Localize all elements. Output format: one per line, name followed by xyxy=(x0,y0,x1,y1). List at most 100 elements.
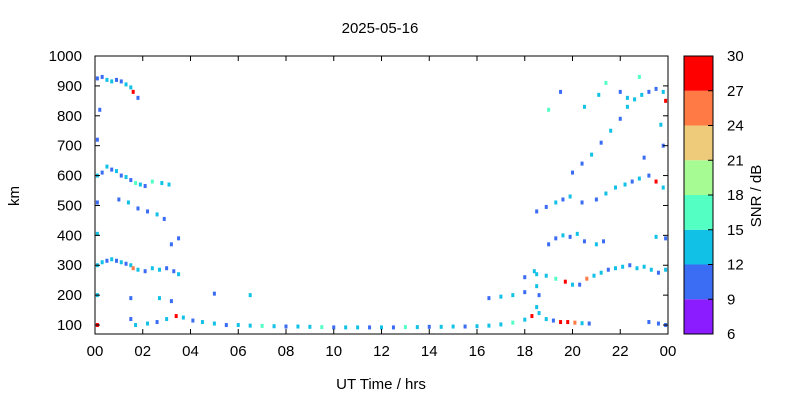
data-point xyxy=(136,95,140,100)
data-point xyxy=(100,170,104,175)
data-point xyxy=(119,173,123,178)
data-point xyxy=(535,272,539,277)
y-tick-label: 900 xyxy=(57,78,82,95)
data-point xyxy=(155,320,159,325)
colorbar-band xyxy=(684,160,713,195)
data-point xyxy=(609,128,613,133)
colorbar-tick-label: 24 xyxy=(727,118,744,135)
data-point xyxy=(129,317,133,322)
data-point xyxy=(613,266,617,271)
data-point xyxy=(537,311,541,316)
colorbar-band xyxy=(684,90,713,126)
x-tick-label: 18 xyxy=(516,343,533,360)
data-point xyxy=(124,261,128,266)
data-point xyxy=(110,167,114,172)
data-point xyxy=(174,314,178,319)
data-point xyxy=(585,276,589,281)
y-axis: 100 200 300 400 500 600 700 800 900 1000 xyxy=(49,48,668,334)
data-point xyxy=(487,323,491,328)
colorbar-tick-label: 30 xyxy=(727,48,744,65)
data-point xyxy=(613,185,617,190)
data-point xyxy=(637,176,641,181)
data-point xyxy=(630,179,634,184)
data-point xyxy=(597,92,601,97)
data-point xyxy=(165,317,169,322)
data-point xyxy=(573,320,577,325)
data-point xyxy=(604,191,608,196)
x-tick-label: 00 xyxy=(660,343,677,360)
data-point xyxy=(664,98,668,103)
data-point xyxy=(117,197,121,202)
data-point xyxy=(530,314,534,319)
data-point xyxy=(105,77,109,82)
data-point xyxy=(618,116,622,121)
data-point xyxy=(157,296,161,301)
data-point xyxy=(571,170,574,175)
data-point xyxy=(129,263,133,268)
data-point xyxy=(146,209,150,214)
data-point xyxy=(637,74,641,79)
plot-area xyxy=(94,55,669,335)
data-point xyxy=(391,325,395,330)
data-point xyxy=(566,320,570,325)
data-point xyxy=(95,231,99,236)
data-point xyxy=(551,318,555,323)
data-point xyxy=(511,320,515,325)
data-point xyxy=(177,236,181,241)
colorbar-tick-label: 18 xyxy=(727,187,744,204)
data-point xyxy=(95,76,99,81)
y-tick-label: 200 xyxy=(57,287,82,304)
data-point xyxy=(621,264,625,269)
x-tick-label: 22 xyxy=(612,343,629,360)
data-point xyxy=(380,325,383,330)
data-point xyxy=(571,282,574,287)
data-point xyxy=(344,325,348,330)
data-point xyxy=(568,194,572,199)
colorbar-band xyxy=(684,229,713,265)
data-point xyxy=(523,275,527,280)
data-point xyxy=(580,321,584,326)
data-point xyxy=(146,321,150,326)
y-tick-label: 300 xyxy=(57,257,82,274)
data-point xyxy=(642,155,646,160)
data-point xyxy=(487,296,491,301)
colorbar-band xyxy=(684,299,713,334)
data-point xyxy=(563,279,567,284)
data-point xyxy=(356,325,360,330)
data-point xyxy=(143,269,147,274)
data-point xyxy=(544,317,548,322)
colorbar-ticks: 6 9 12 15 18 21 24 27 30 xyxy=(708,48,744,343)
data-point xyxy=(590,152,594,157)
data-point xyxy=(439,324,443,329)
data-point xyxy=(594,197,598,202)
data-point xyxy=(475,324,479,329)
colorbar-band xyxy=(684,125,713,161)
y-tick-label: 800 xyxy=(57,108,82,125)
data-point xyxy=(544,204,548,209)
x-axis-label: UT Time / hrs xyxy=(336,376,426,393)
colorbar-tick-label: 12 xyxy=(727,257,744,274)
data-point xyxy=(165,266,169,271)
x-tick-label: 14 xyxy=(421,343,438,360)
data-point xyxy=(582,104,586,109)
data-point xyxy=(451,324,455,329)
data-point xyxy=(95,137,99,142)
data-point xyxy=(649,267,653,272)
data-point xyxy=(654,86,658,91)
data-point xyxy=(635,266,639,271)
y-tick-label: 600 xyxy=(57,168,82,185)
data-point xyxy=(134,323,138,328)
data-point xyxy=(236,323,240,328)
data-point xyxy=(129,296,133,301)
data-point xyxy=(625,104,629,109)
data-point xyxy=(559,320,563,325)
colorbar-band xyxy=(684,264,713,300)
x-tick-label: 16 xyxy=(469,343,486,360)
data-point xyxy=(320,325,324,330)
data-point xyxy=(162,216,166,221)
data-point xyxy=(191,318,195,323)
data-point xyxy=(580,161,584,166)
data-point xyxy=(129,85,133,90)
data-point xyxy=(368,325,372,330)
data-point xyxy=(661,89,665,94)
